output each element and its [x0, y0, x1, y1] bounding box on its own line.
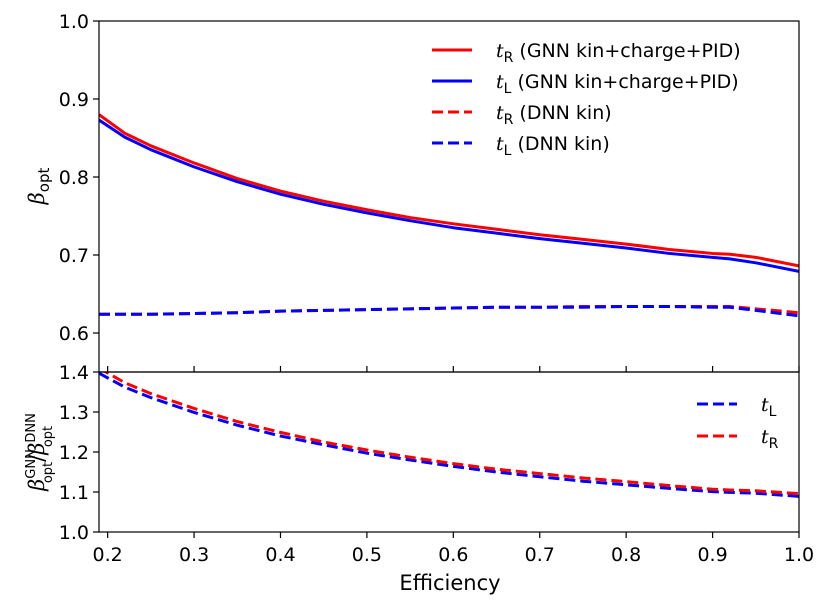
y-tick-label: 0.9 [59, 89, 89, 111]
x-axis-label: Efficiency [399, 571, 500, 595]
bottom-y-axis-label-num-sup: GNN [24, 449, 39, 479]
x-tick-label: 0.7 [525, 544, 555, 566]
bottom-y-axis-label-num-sub: opt [41, 462, 56, 483]
top-y-axis-label: βopt [25, 168, 53, 206]
legend-label: tR (DNN kin) [496, 102, 612, 128]
bottom-y-axis-label: βGNN opt/βDNN opt [24, 413, 56, 492]
bottom-y-axis-label-den-sub: opt [41, 426, 56, 447]
x-tick-label: 0.6 [438, 544, 468, 566]
series-line-top-l-dashed-3 [99, 304, 799, 318]
y-tick-label: 1.0 [59, 11, 89, 33]
series-line-top-r-solid-0 [99, 113, 799, 268]
bottom-y-axis-label-den-sup: DNN [24, 413, 39, 442]
y-tick-label: 0.6 [59, 323, 89, 345]
y-tick-label: 0.8 [59, 167, 89, 189]
legend-label: tL [761, 394, 777, 420]
y-tick-label: 1.0 [59, 522, 89, 544]
y-tick-label: 1.3 [59, 402, 89, 424]
y-tick-label: 1.1 [59, 482, 89, 504]
x-tick-label: 0.2 [93, 544, 123, 566]
series-line-bottom-l-dashed-0 [99, 372, 799, 498]
series-line-top-l-solid-1 [99, 118, 799, 273]
top-panel: 0.6 0.7 0.8 0.9 1.0 βopt tR (GNN kin+charge+… [25, 11, 800, 373]
bottom-plot-lines [99, 372, 799, 498]
x-tick-label: 0.5 [352, 544, 382, 566]
bottom-y-ticks: 1.0 1.1 1.2 1.3 1.4 [59, 362, 99, 544]
bottom-axes-frame [98, 371, 800, 533]
x-tick-label: 0.3 [179, 544, 209, 566]
y-tick-label: 0.7 [59, 245, 89, 267]
x-tick-label: 0.8 [611, 544, 641, 566]
x-tick-label: 0.9 [697, 544, 727, 566]
bottom-y-axis-label-den-base: β [25, 443, 49, 456]
top-y-ticks: 0.6 0.7 0.8 0.9 1.0 [59, 11, 800, 372]
top-legend: tR (GNN kin+charge+PID) tL (GNN kin+charg… [432, 40, 741, 159]
top-plot-lines [99, 113, 799, 318]
bottom-y-axis-label-slash: / [25, 454, 49, 462]
top-y-axis-label-sub: opt [35, 168, 53, 193]
bottom-legend: tL tR [697, 394, 779, 452]
bottom-y-axis-label-num-base: β [25, 479, 49, 492]
x-tick-label: 1.0 [784, 544, 814, 566]
legend-label: tR [761, 426, 779, 452]
top-y-axis-label-base: β [25, 192, 49, 205]
y-tick-label: 1.2 [59, 442, 89, 464]
legend-label: tL (GNN kin+charge+PID) [496, 71, 739, 97]
y-tick-label: 1.4 [59, 362, 89, 384]
series-line-bottom-r-dashed-1 [102, 372, 799, 496]
x-tick-label: 0.4 [265, 544, 295, 566]
bottom-x-ticks: 0.2 0.3 0.4 0.5 0.6 0.7 0.8 0.9 1.0 [93, 532, 814, 566]
legend-label: tR (GNN kin+charge+PID) [496, 40, 741, 66]
bottom-panel: 1.0 1.1 1.2 1.3 1.4 0.2 0.3 0.4 0.5 0.6 0.7 0.8 0.9… [24, 362, 814, 595]
legend-label: tL (DNN kin) [496, 133, 610, 159]
